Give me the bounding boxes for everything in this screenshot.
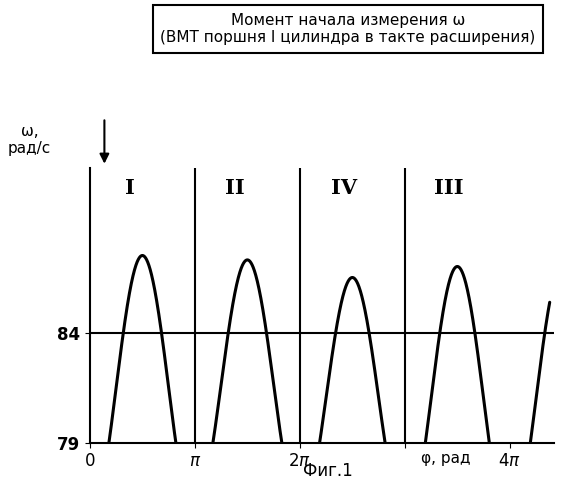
Text: Момент начала измерения ω
(ВМТ поршня I цилиндра в такте расширения): Момент начала измерения ω (ВМТ поршня I … [161, 12, 535, 45]
Text: II: II [225, 178, 245, 199]
Text: φ, рад: φ, рад [420, 452, 470, 466]
Text: III: III [434, 178, 464, 199]
Text: ω,
рад/с: ω, рад/с [8, 124, 51, 156]
Text: IV: IV [331, 178, 357, 199]
Text: Фиг.1: Фиг.1 [303, 462, 353, 480]
Text: I: I [125, 178, 135, 199]
